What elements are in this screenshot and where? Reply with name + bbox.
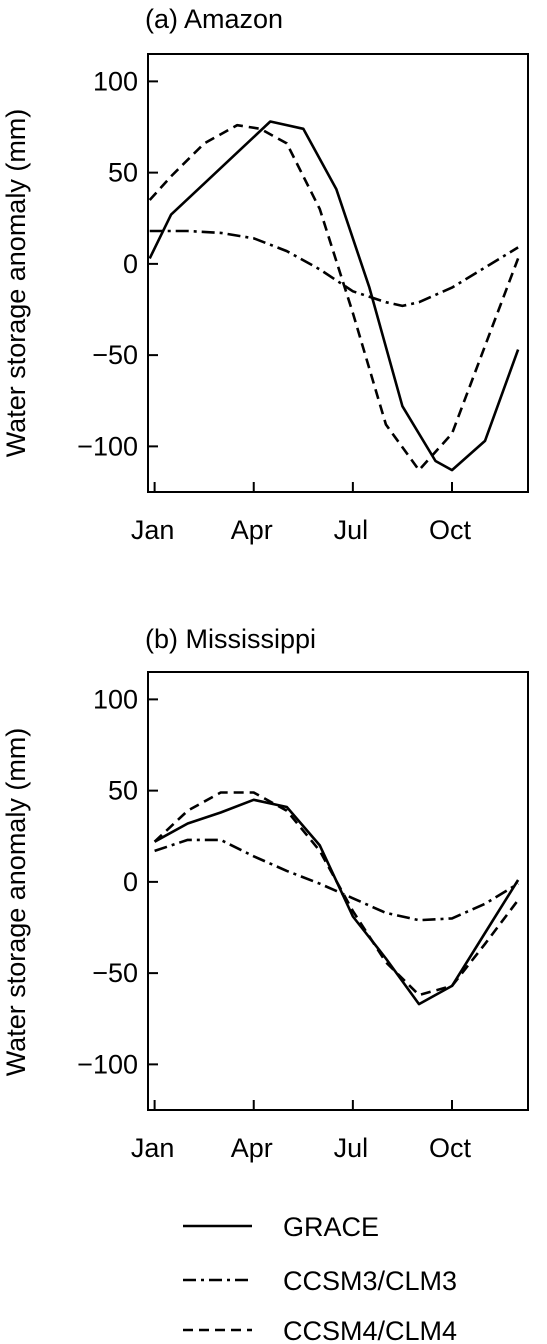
x-axis: Jan Apr Jul Oct — [131, 1100, 472, 1163]
series-line-ccsm4-clm4 — [153, 791, 520, 997]
y-tick-label: 0 — [123, 249, 138, 279]
series-group — [148, 120, 520, 472]
legend-label: CCSM4/CLM4 — [283, 1316, 457, 1344]
series-line-grace — [148, 120, 520, 472]
panel-title: (a) Amazon — [145, 4, 283, 34]
series-line-ccsm3-clm3 — [154, 838, 519, 922]
x-tick-label: Oct — [429, 515, 472, 545]
series-line-ccsm3-clm3 — [149, 229, 519, 308]
series-line-grace — [153, 798, 520, 1006]
legend-label: CCSM3/CLM3 — [283, 1266, 457, 1296]
x-tick-label: Jul — [334, 1133, 369, 1163]
y-tick-label: −100 — [77, 1049, 138, 1079]
y-tick-label: −50 — [92, 958, 138, 988]
panel-title: (b) Mississippi — [145, 624, 316, 654]
series-line-ccsm4-clm4 — [148, 123, 520, 472]
y-tick-label: 50 — [108, 776, 138, 806]
y-tick-label: 50 — [108, 158, 138, 188]
legend-label: GRACE — [283, 1212, 379, 1242]
y-axis: 100 50 0 −50 −100 — [77, 684, 158, 1079]
y-axis-label: Water storage anomaly (mm) — [1, 728, 31, 1077]
y-tick-label: 0 — [123, 867, 138, 897]
x-tick-label: Jul — [334, 515, 369, 545]
y-tick-label: 100 — [93, 684, 138, 714]
x-tick-label: Jan — [131, 1133, 175, 1163]
plot-frame — [147, 53, 529, 493]
y-tick-label: −50 — [92, 340, 138, 370]
x-tick-label: Apr — [231, 515, 273, 545]
y-axis: 100 50 0 −50 −100 — [77, 66, 158, 461]
y-tick-label: 100 — [93, 66, 138, 96]
panel-mississippi: (b) Mississippi Water storage anomaly (m… — [1, 624, 529, 1163]
x-tick-label: Apr — [231, 1133, 273, 1163]
legend-item-ccsm4-clm4: CCSM4/CLM4 — [183, 1316, 457, 1344]
x-tick-label: Oct — [429, 1133, 472, 1163]
legend-item-ccsm3-clm3: CCSM3/CLM3 — [183, 1266, 457, 1296]
legend: GRACE CCSM3/CLM3 CCSM4/CLM4 — [183, 1212, 457, 1344]
y-tick-label: −100 — [77, 431, 138, 461]
x-tick-label: Jan — [131, 515, 175, 545]
y-axis-label: Water storage anomaly (mm) — [1, 109, 31, 458]
series-group — [153, 791, 520, 1006]
x-axis: Jan Apr Jul Oct — [131, 482, 472, 545]
panel-amazon: (a) Amazon Water storage anomaly (mm) 10… — [1, 4, 529, 545]
legend-item-grace: GRACE — [183, 1212, 379, 1242]
plot-frame — [147, 671, 529, 1111]
